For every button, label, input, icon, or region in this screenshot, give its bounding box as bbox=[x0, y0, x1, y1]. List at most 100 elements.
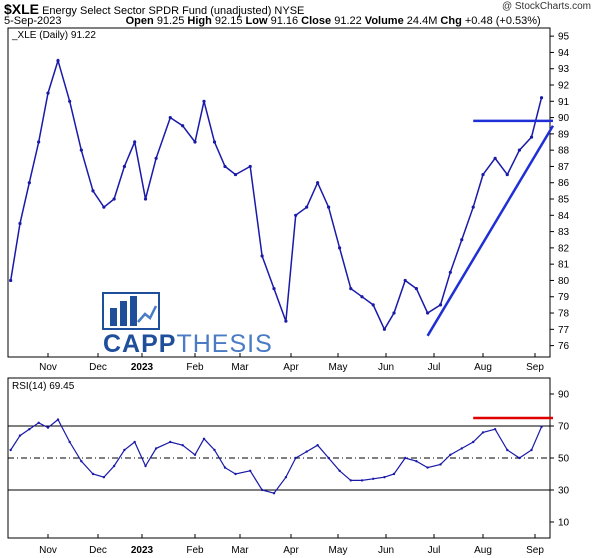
rsi-point bbox=[260, 488, 264, 492]
rsi-point bbox=[518, 456, 521, 460]
price-y-tick-label: 88 bbox=[558, 146, 570, 157]
chart-header-line1: $XLE Energy Select Sector SPDR Fund (una… bbox=[4, 1, 304, 17]
rsi-point bbox=[56, 418, 60, 421]
price-y-tick-label: 80 bbox=[558, 276, 570, 287]
rsi-point bbox=[481, 431, 485, 434]
price-point bbox=[122, 164, 126, 169]
rsi-series-line bbox=[10, 418, 543, 494]
price-point bbox=[154, 156, 158, 160]
rsi-point bbox=[18, 434, 22, 437]
price-x-tick-label: Dec bbox=[89, 362, 107, 373]
price-point bbox=[493, 156, 497, 160]
rsi-point bbox=[154, 447, 158, 450]
rsi-point bbox=[372, 477, 375, 480]
rsi-y-tick-label: 90 bbox=[558, 390, 570, 401]
price-point bbox=[56, 58, 60, 63]
price-point bbox=[305, 205, 309, 209]
price-point bbox=[193, 140, 197, 144]
volume-value: 24.4M bbox=[406, 15, 438, 27]
price-point bbox=[426, 311, 430, 315]
price-y-tick-label: 95 bbox=[558, 32, 570, 43]
price-y-tick-label: 84 bbox=[558, 211, 570, 222]
price-x-tick-label: Apr bbox=[283, 362, 299, 373]
rsi-point bbox=[284, 476, 288, 479]
rsi-point bbox=[37, 421, 40, 424]
chg-value: +0.48 (+0.53%) bbox=[464, 15, 541, 27]
rsi-x-tick-label: Dec bbox=[89, 545, 107, 556]
price-point bbox=[212, 140, 217, 144]
rsi-point bbox=[46, 426, 50, 429]
price-panel-frame bbox=[7, 27, 551, 358]
rsi-point bbox=[272, 492, 276, 495]
rsi-point bbox=[223, 466, 227, 469]
price-point bbox=[382, 327, 386, 331]
price-point bbox=[181, 124, 185, 128]
rsi-point bbox=[392, 472, 396, 476]
rsi-x-tick-label: Nov bbox=[39, 545, 57, 556]
price-point bbox=[79, 148, 83, 152]
rsi-legend: RSI(14) 69.45 bbox=[12, 381, 75, 392]
rsi-point bbox=[530, 448, 533, 452]
price-point bbox=[233, 172, 238, 177]
volume-label: Volume bbox=[364, 15, 404, 27]
price-point bbox=[27, 181, 31, 185]
price-point bbox=[392, 311, 396, 315]
price-point bbox=[371, 303, 375, 307]
price-point bbox=[9, 278, 13, 283]
date-label: 5-Sep-2023 bbox=[4, 15, 62, 27]
close-label: Close bbox=[301, 15, 332, 27]
price-point bbox=[481, 172, 485, 177]
price-x-tick-label: Aug bbox=[474, 362, 492, 373]
rsi-point bbox=[68, 440, 71, 444]
rsi-x-tick-label: Aug bbox=[474, 545, 492, 556]
rsi-point bbox=[169, 440, 172, 444]
rsi-x-tick-label: Apr bbox=[283, 545, 299, 556]
price-point bbox=[316, 181, 320, 185]
price-x-tick-label: Nov bbox=[39, 362, 57, 373]
price-point bbox=[112, 197, 116, 201]
rsi-x-tick-label: 2023 bbox=[131, 545, 154, 556]
rsi-point bbox=[305, 450, 308, 453]
rsi-x-tick-label: Jul bbox=[428, 545, 441, 556]
rsi-point bbox=[234, 472, 237, 476]
rsi-point bbox=[472, 440, 475, 444]
chart-header-line2: 5-Sep-2023 Open 91.25 High 92.15 Low 91.… bbox=[4, 15, 541, 27]
price-point bbox=[414, 286, 418, 291]
price-y-tick-label: 82 bbox=[558, 243, 570, 254]
price-x-tick-label: Feb bbox=[186, 362, 204, 373]
price-y-tick-label: 93 bbox=[558, 64, 570, 75]
logo-icon bbox=[102, 292, 160, 330]
price-series-line bbox=[9, 57, 543, 331]
price-point bbox=[133, 140, 137, 144]
low-value: 91.16 bbox=[270, 15, 299, 27]
rsi-point bbox=[415, 460, 418, 463]
price-y-tick-label: 83 bbox=[558, 227, 570, 238]
price-y-tick-label: 76 bbox=[558, 341, 570, 352]
price-y-tick-label: 85 bbox=[558, 195, 570, 206]
price-point bbox=[168, 115, 172, 120]
price-legend: _XLE (Daily) 91.22 bbox=[11, 30, 96, 41]
price-y-tick-label: 94 bbox=[558, 48, 570, 59]
price-point bbox=[223, 164, 227, 169]
price-point bbox=[284, 319, 288, 323]
price-point bbox=[338, 246, 342, 250]
price-y-tick-label: 79 bbox=[558, 292, 570, 303]
rsi-y-tick-label: 30 bbox=[558, 486, 570, 497]
price-x-tick-label: Mar bbox=[231, 362, 249, 373]
rsi-point bbox=[349, 479, 352, 482]
rsi-point bbox=[133, 440, 136, 444]
rsi-point bbox=[193, 453, 197, 456]
ticker-symbol: $XLE bbox=[4, 1, 40, 17]
rsi-x-tick-label: Feb bbox=[186, 545, 204, 556]
price-y-tick-label: 91 bbox=[558, 97, 570, 108]
price-point bbox=[438, 303, 443, 307]
price-y-tick-label: 81 bbox=[558, 260, 570, 271]
fund-name: Energy Select Sector SPDR Fund (unadjust… bbox=[42, 5, 272, 17]
rsi-point bbox=[383, 476, 386, 479]
price-point bbox=[68, 99, 72, 103]
price-y-tick-label: 92 bbox=[558, 81, 570, 92]
rsi-point bbox=[316, 444, 319, 447]
rsi-point bbox=[327, 456, 330, 460]
price-point bbox=[517, 148, 522, 152]
